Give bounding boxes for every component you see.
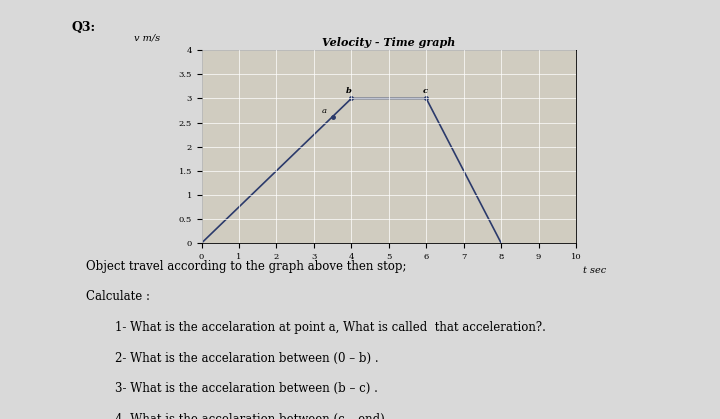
- Text: Q3:: Q3:: [72, 21, 96, 34]
- Text: 2- What is the accelaration between (0 – b) .: 2- What is the accelaration between (0 –…: [115, 352, 379, 365]
- Text: Calculate :: Calculate :: [86, 290, 150, 303]
- Text: t sec: t sec: [583, 266, 607, 275]
- Text: v m/s: v m/s: [134, 34, 161, 43]
- Text: 3- What is the accelaration between (b – c) .: 3- What is the accelaration between (b –…: [115, 382, 378, 395]
- Text: 1- What is the accelaration at point a, What is called  that acceleration?.: 1- What is the accelaration at point a, …: [115, 321, 546, 334]
- Title: Velocity - Time graph: Velocity - Time graph: [322, 37, 456, 48]
- Text: b: b: [346, 87, 351, 95]
- Text: Object travel according to the graph above then stop;: Object travel according to the graph abo…: [86, 260, 407, 273]
- Text: a: a: [321, 107, 326, 115]
- Text: c: c: [423, 87, 428, 95]
- Text: 4- What is the accelaration between (c – end).: 4- What is the accelaration between (c –…: [115, 413, 389, 419]
